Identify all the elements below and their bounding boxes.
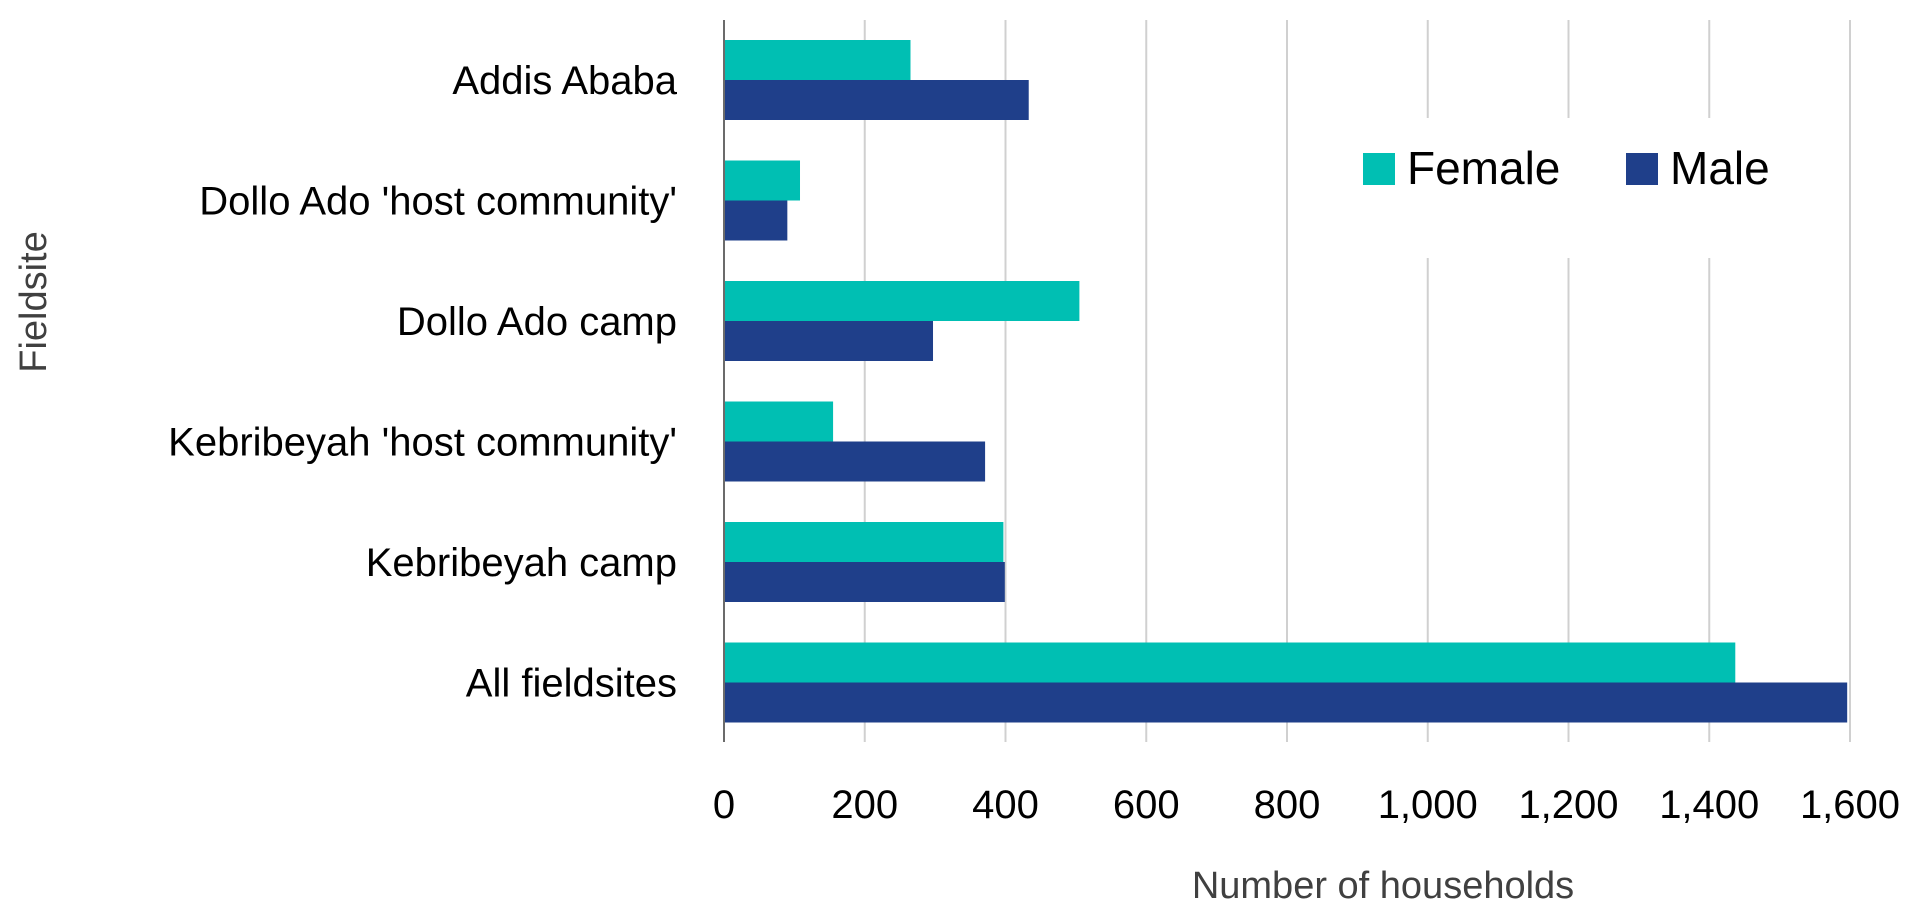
bar-male — [725, 321, 934, 361]
x-tick-label: 1,000 — [1378, 783, 1478, 827]
bar-female — [725, 40, 911, 80]
category-label: Kebribeyah camp — [366, 541, 677, 585]
y-axis-title: Fieldsite — [13, 231, 55, 373]
bar-male — [725, 441, 986, 482]
x-tick-label: 1,600 — [1800, 783, 1900, 827]
category-label: Dollo Ado camp — [397, 300, 677, 344]
legend-background — [1340, 118, 1800, 258]
legend-label-female: Female — [1407, 142, 1560, 194]
x-tick-label: 1,400 — [1659, 783, 1759, 827]
x-tick-label: 400 — [972, 783, 1039, 827]
x-tick-label: 800 — [1254, 783, 1321, 827]
category-labels: Addis Ababa Dollo Ado 'host community' Dol… — [168, 59, 678, 706]
bar-male — [725, 562, 1005, 602]
bar-male — [725, 200, 788, 241]
bar-female — [725, 522, 1004, 562]
x-tick-label: 200 — [831, 783, 898, 827]
bars — [725, 40, 1848, 723]
bar-female — [725, 281, 1080, 321]
x-tick-label: 1,200 — [1518, 783, 1618, 827]
legend-swatch-male — [1626, 153, 1658, 185]
x-tick-labels: 0 200 400 600 800 1,000 1,200 1,400 1,600 — [713, 783, 1900, 827]
x-axis-title: Number of households — [1192, 865, 1574, 907]
legend-label-male: Male — [1670, 142, 1770, 194]
legend-swatch-female — [1363, 153, 1395, 185]
bar-female — [725, 642, 1736, 683]
x-tick-label: 600 — [1113, 783, 1180, 827]
legend: Female Male — [1340, 118, 1800, 258]
category-label: Kebribeyah 'host community' — [168, 421, 677, 465]
bar-female — [725, 401, 834, 442]
x-tick-label: 0 — [713, 783, 735, 827]
category-label: Dollo Ado 'host community' — [199, 180, 677, 224]
bar-male — [725, 682, 1848, 723]
category-label: Addis Ababa — [452, 59, 677, 103]
category-label: All fieldsites — [466, 662, 677, 706]
bar-female — [725, 160, 801, 201]
bar-male — [725, 80, 1029, 120]
